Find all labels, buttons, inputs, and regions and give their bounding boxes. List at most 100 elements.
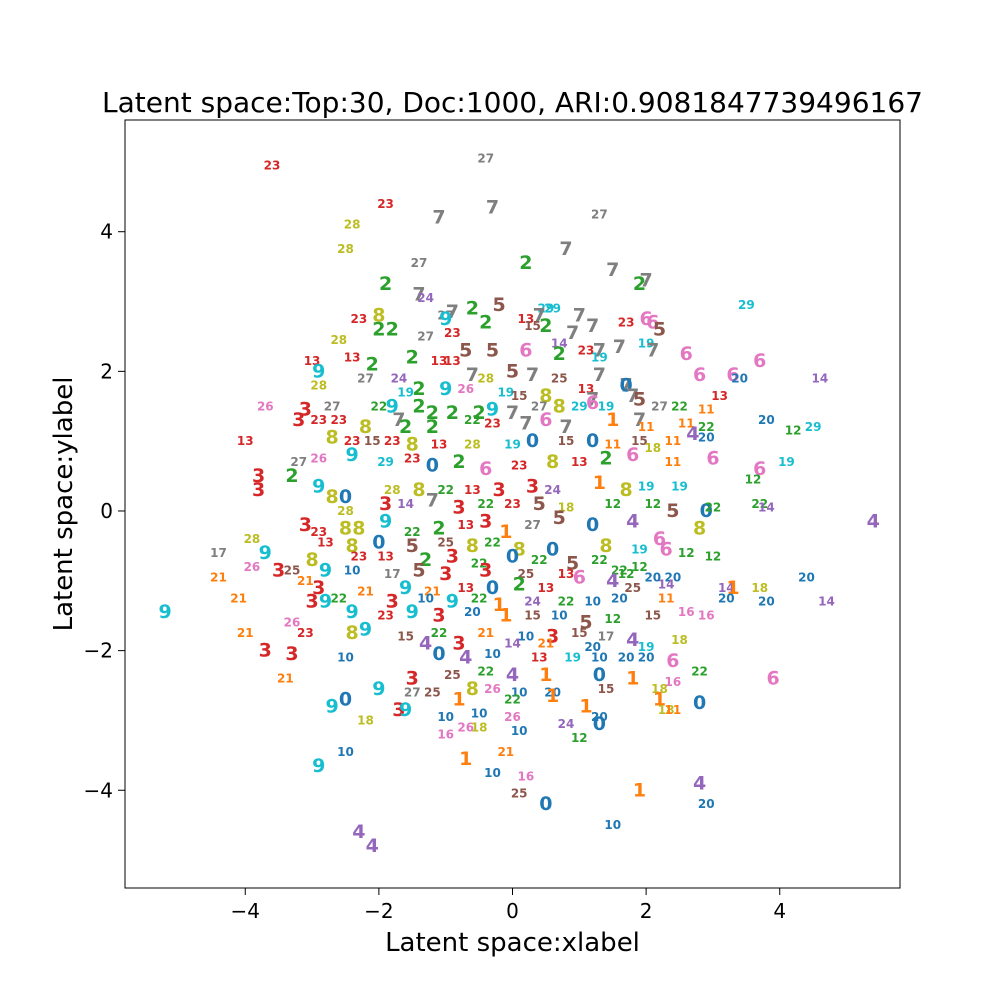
- data-point: 29: [538, 302, 555, 316]
- data-point: 8: [359, 416, 372, 438]
- data-point: 5: [412, 559, 425, 581]
- data-point: 21: [357, 584, 374, 598]
- data-point: 28: [337, 242, 354, 256]
- data-point: 23: [377, 609, 394, 623]
- data-point: 8: [372, 304, 385, 326]
- data-point: 26: [310, 452, 327, 466]
- data-point: 22: [611, 563, 628, 577]
- data-point: 8: [553, 395, 566, 417]
- data-point: 13: [444, 354, 461, 368]
- data-point: 23: [297, 626, 314, 640]
- data-point: 7: [426, 490, 439, 512]
- data-point: 5: [493, 294, 506, 316]
- data-point: 23: [377, 197, 394, 211]
- data-point: 18: [671, 633, 688, 647]
- data-point: 13: [377, 549, 394, 563]
- data-point: 10: [437, 710, 454, 724]
- data-point: 13: [237, 434, 254, 448]
- data-point: 7: [626, 385, 639, 407]
- data-point: 5: [459, 339, 472, 361]
- data-point: 2: [412, 378, 425, 400]
- data-point: 3: [493, 479, 506, 501]
- y-tick-label: 4: [100, 220, 113, 244]
- data-point: 2: [479, 311, 492, 333]
- data-point: 28: [384, 483, 401, 497]
- data-point: 1: [499, 521, 512, 543]
- chart-title: Latent space:Top:30, Doc:1000, ARI:0.908…: [102, 86, 923, 119]
- data-point: 3: [299, 399, 312, 421]
- data-point: 8: [466, 535, 479, 557]
- data-point: 3: [432, 605, 445, 627]
- data-point: 23: [444, 326, 461, 340]
- data-point: 0: [506, 545, 519, 567]
- data-point: 27: [357, 371, 374, 385]
- data-point: 18: [471, 720, 488, 734]
- data-point: 6: [680, 343, 693, 365]
- data-point: 25: [511, 787, 528, 801]
- data-point: 23: [350, 549, 367, 563]
- data-point: 2: [386, 318, 399, 340]
- data-point: 20: [698, 431, 715, 445]
- data-point: 19: [598, 399, 615, 413]
- data-point: 20: [611, 591, 628, 605]
- data-point: 10: [484, 766, 501, 780]
- data-point: 14: [818, 595, 835, 609]
- data-point: 11: [658, 591, 675, 605]
- data-point: 9: [386, 395, 399, 417]
- data-point: 22: [484, 535, 501, 549]
- data-point: 29: [805, 420, 822, 434]
- data-point: 26: [504, 710, 521, 724]
- data-point: 21: [477, 626, 494, 640]
- data-point: 4: [506, 664, 519, 686]
- data-point: 13: [711, 389, 728, 403]
- data-point: 14: [397, 497, 414, 511]
- data-point: 8: [539, 385, 552, 407]
- data-point: 27: [591, 207, 608, 221]
- data-point: 8: [346, 622, 359, 644]
- data-point: 5: [533, 493, 546, 515]
- data-point: 28: [344, 218, 361, 232]
- data-point: 7: [633, 409, 646, 431]
- data-point: 26: [284, 616, 301, 630]
- data-point: 6: [539, 409, 552, 431]
- data-point: 7: [593, 339, 606, 361]
- data-point: 13: [518, 312, 535, 326]
- data-point: 2: [419, 549, 432, 571]
- data-point: 20: [544, 686, 561, 700]
- data-point: 16: [664, 675, 681, 689]
- data-point: 0: [339, 486, 352, 508]
- data-point: 10: [471, 706, 488, 720]
- data-point: 3: [452, 633, 465, 655]
- data-point: 0: [526, 430, 539, 452]
- x-axis-label: Latent space:xlabel: [385, 928, 640, 958]
- data-point: 19: [504, 438, 521, 452]
- data-point: 2: [379, 273, 392, 295]
- data-point: 4: [352, 821, 365, 843]
- data-point: 7: [533, 304, 546, 326]
- data-point: 22: [477, 665, 494, 679]
- data-point: 27: [477, 151, 494, 165]
- data-point: 25: [437, 535, 454, 549]
- data-point: 1: [653, 688, 666, 710]
- data-point: 9: [158, 601, 171, 623]
- data-point: 22: [531, 553, 548, 567]
- data-point: 8: [599, 535, 612, 557]
- data-point: 22: [471, 591, 488, 605]
- data-point: 19: [671, 480, 688, 494]
- data-point: 6: [693, 364, 706, 386]
- data-point: 28: [477, 371, 494, 385]
- data-point: 25: [444, 668, 461, 682]
- data-point: 3: [446, 545, 459, 567]
- data-point: 11: [664, 455, 681, 469]
- data-point: 7: [646, 339, 659, 361]
- data-point: 2: [372, 318, 385, 340]
- data-point: 3: [546, 626, 559, 648]
- data-point: 15: [524, 609, 541, 623]
- data-point: 6: [753, 458, 766, 480]
- data-point: 29: [377, 455, 394, 469]
- data-point: 12: [604, 612, 621, 626]
- data-point: 3: [479, 510, 492, 532]
- data-point: 7: [640, 270, 653, 292]
